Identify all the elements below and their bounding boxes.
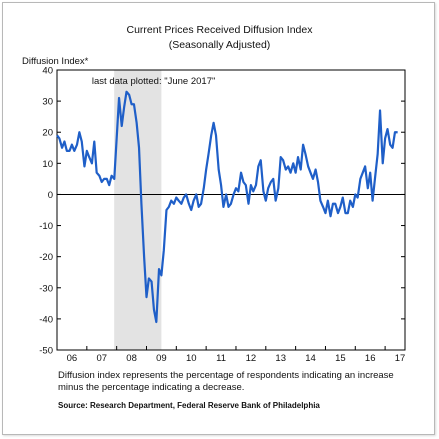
- y-tick-label: -30: [39, 283, 53, 294]
- y-axis-label: Diffusion Index*: [22, 56, 89, 67]
- y-tick-label: 10: [42, 159, 53, 170]
- x-tick-label: 14: [305, 353, 316, 364]
- x-tick-label: 17: [395, 353, 406, 364]
- x-tick-label: 11: [216, 353, 226, 364]
- y-tick-label: 30: [42, 97, 53, 108]
- chart-title: Current Prices Received Diffusion Index: [126, 24, 313, 36]
- y-tick-label: -50: [39, 346, 53, 357]
- x-tick-label: 10: [186, 353, 197, 364]
- y-tick-label: -40: [39, 314, 53, 325]
- footnote: Diffusion index represents the percentag…: [58, 370, 394, 393]
- y-tick-label: 0: [48, 190, 53, 201]
- x-tick-label: 08: [126, 353, 137, 364]
- annotation-last-data: last data plotted: "June 2017": [92, 76, 215, 87]
- y-tick-label: -10: [39, 221, 53, 232]
- chart-subtitle: (Seasonally Adjusted): [168, 39, 271, 51]
- source-note: Source: Research Department, Federal Res…: [58, 401, 320, 410]
- y-tick-label: 40: [42, 66, 53, 77]
- chart-frame: [2, 2, 435, 435]
- y-tick-label: 20: [42, 128, 53, 139]
- x-tick-label: 15: [335, 353, 346, 364]
- y-tick-label: -20: [39, 252, 53, 263]
- x-tick-label: 12: [246, 353, 257, 364]
- series-line: [56, 90, 398, 324]
- plot-area: [56, 69, 406, 351]
- x-tick-label: 09: [156, 353, 167, 364]
- x-tick-label: 07: [96, 353, 107, 364]
- x-tick-label: 13: [275, 353, 286, 364]
- x-tick-label: 06: [67, 353, 78, 364]
- x-tick-label: 16: [365, 353, 376, 364]
